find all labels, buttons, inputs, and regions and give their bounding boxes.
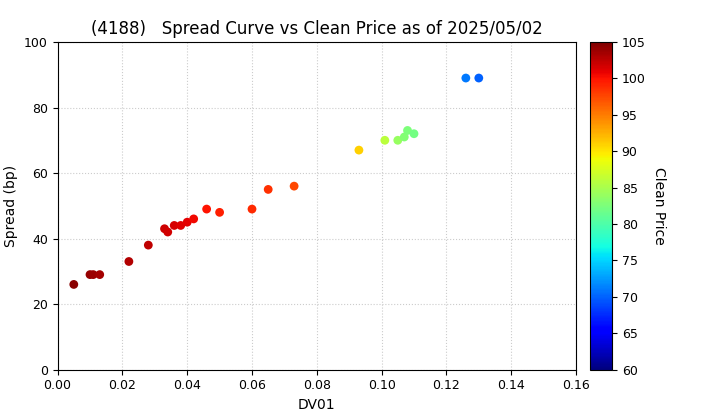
Point xyxy=(201,206,212,213)
Point xyxy=(379,137,391,144)
Point xyxy=(246,206,258,213)
Point xyxy=(159,226,171,232)
Point xyxy=(168,222,180,229)
Point xyxy=(88,271,99,278)
Point xyxy=(408,130,420,137)
Point xyxy=(84,271,96,278)
Point xyxy=(181,219,193,226)
Point xyxy=(123,258,135,265)
Y-axis label: Spread (bp): Spread (bp) xyxy=(4,165,19,247)
X-axis label: DV01: DV01 xyxy=(298,398,336,412)
Point xyxy=(162,228,174,235)
Y-axis label: Clean Price: Clean Price xyxy=(652,167,667,245)
Point xyxy=(214,209,225,216)
Point xyxy=(262,186,274,193)
Title: (4188)   Spread Curve vs Clean Price as of 2025/05/02: (4188) Spread Curve vs Clean Price as of… xyxy=(91,20,543,38)
Point xyxy=(288,183,300,189)
Point xyxy=(354,147,365,153)
Point xyxy=(94,271,106,278)
Point xyxy=(460,75,472,81)
Point xyxy=(188,215,199,222)
Point xyxy=(68,281,79,288)
Point xyxy=(473,75,485,81)
Point xyxy=(175,222,186,229)
Point xyxy=(143,242,154,249)
Point xyxy=(402,127,413,134)
Point xyxy=(392,137,403,144)
Point xyxy=(399,134,410,140)
